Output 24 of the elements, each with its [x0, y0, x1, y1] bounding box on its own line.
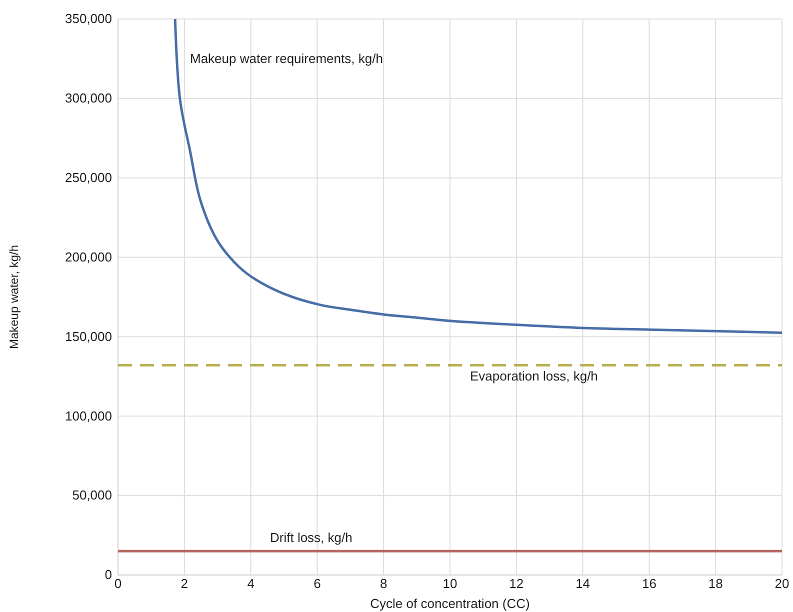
x-tick-label: 18 [708, 576, 723, 592]
x-tick-label: 14 [576, 576, 590, 592]
y-axis-title: Makeup water, kg/h [7, 244, 21, 350]
line-series [174, 18, 784, 334]
x-tick-label: 8 [380, 576, 388, 592]
x-tick-label: 16 [642, 576, 656, 592]
series-label: Makeup water requirements, kg/h [190, 51, 383, 66]
y-tick-label: 250,000 [65, 170, 112, 186]
x-tick-label: 4 [247, 576, 254, 592]
y-tick-label: 150,000 [65, 328, 112, 344]
y-tick-label: 100,000 [65, 408, 112, 424]
x-tick-label: 6 [314, 576, 321, 592]
x-axis-title: Cycle of concentration (CC) [370, 596, 530, 611]
y-tick-label: 350,000 [65, 11, 112, 26]
x-tick-label: 10 [442, 576, 458, 592]
series-label: Drift loss, kg/h [270, 530, 352, 546]
series-label: Evaporation loss, kg/h [470, 368, 598, 384]
y-tick-label: 200,000 [65, 249, 112, 264]
x-tick-label: 20 [774, 576, 790, 592]
y-tick-label: 300,000 [65, 90, 112, 106]
x-tick-label: 0 [114, 576, 122, 592]
y-tick-label: 50,000 [72, 488, 112, 503]
x-tick-label: 12 [509, 576, 524, 592]
x-tick-label: 2 [180, 576, 188, 592]
